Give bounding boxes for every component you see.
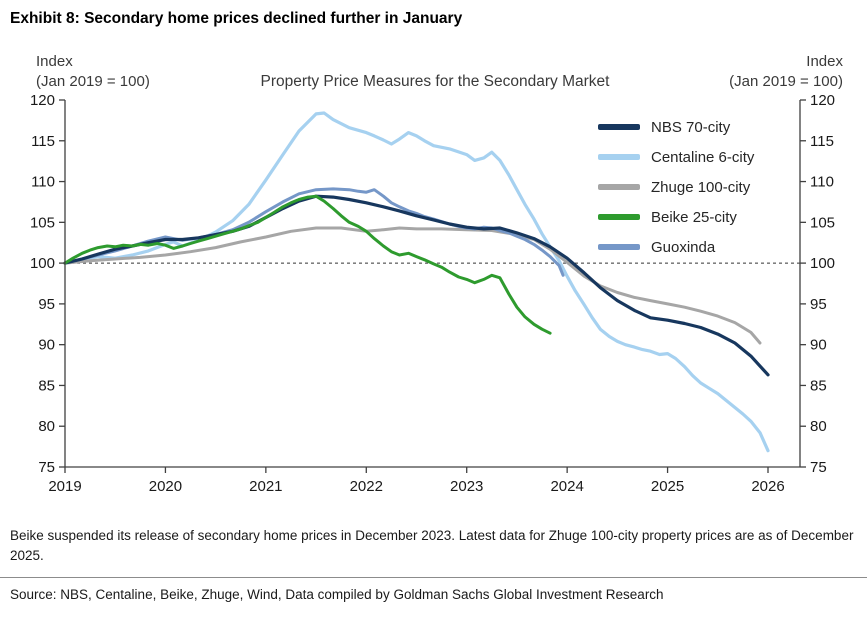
left-axis-unit-line1: Index	[36, 53, 73, 70]
left-axis-unit-line2: (Jan 2019 = 100)	[36, 73, 150, 90]
x-tick-label: 2023	[450, 478, 483, 495]
exhibit-title: Exhibit 8: Secondary home prices decline…	[10, 10, 463, 27]
legend-label-nbs: NBS 70-city	[651, 118, 731, 136]
guoxinda-line-swatch-icon	[598, 244, 640, 250]
y-tick-label-right: 85	[810, 377, 827, 394]
right-axis-unit-line1: Index	[806, 53, 843, 70]
x-tick-label: 2020	[149, 478, 182, 495]
y-tick-label-left: 110	[31, 174, 55, 191]
x-tick-label: 2021	[249, 478, 282, 495]
y-tick-label-right: 115	[810, 133, 834, 150]
right-axis-unit-line2: (Jan 2019 = 100)	[729, 73, 843, 90]
y-tick-label-right: 100	[810, 255, 835, 272]
y-tick-label-left: 90	[38, 337, 55, 354]
zhuge-line-swatch-icon	[598, 184, 640, 190]
legend-label-zhuge: Zhuge 100-city	[651, 178, 751, 196]
footnote: Beike suspended its release of secondary…	[10, 528, 854, 564]
y-tick-label-right: 90	[810, 337, 827, 354]
y-tick-label-right: 80	[810, 418, 827, 435]
y-tick-label-right: 75	[810, 459, 827, 476]
y-tick-label-right: 120	[810, 92, 835, 109]
y-tick-label-right: 105	[810, 214, 835, 231]
x-tick-label: 2024	[550, 478, 583, 495]
exhibit-page: Exhibit 8: Secondary home prices decline…	[0, 10, 867, 602]
y-tick-label-left: 120	[30, 92, 55, 109]
legend-label-guoxinda: Guoxinda	[651, 238, 716, 256]
line-chart: Index (Jan 2019 = 100) Property Price Me…	[30, 53, 844, 495]
legend-item-guoxinda: Guoxinda	[598, 232, 754, 262]
legend-label-beike: Beike 25-city	[651, 208, 737, 226]
x-tick-label: 2026	[751, 478, 784, 495]
x-tick-label: 2022	[350, 478, 383, 495]
nbs-line-swatch-icon	[598, 124, 640, 130]
y-tick-label-left: 75	[38, 459, 55, 476]
legend-item-beike-25-city: Beike 25-city	[598, 202, 754, 232]
x-tick-label: 2025	[651, 478, 684, 495]
series-line-zhuge-100-city	[63, 226, 762, 345]
y-tick-label-left: 105	[30, 214, 55, 231]
series-line-guoxinda	[63, 187, 565, 277]
source-line: Source: NBS, Centaline, Beike, Zhuge, Wi…	[0, 576, 867, 602]
legend-item-nbs-70-city: NBS 70-city	[598, 112, 754, 142]
y-tick-label-left: 85	[38, 377, 55, 394]
legend-label-centaline: Centaline 6-city	[651, 148, 755, 166]
x-tick-label: 2019	[48, 478, 81, 495]
y-tick-label-left: 80	[38, 418, 55, 435]
legend: NBS 70-city Centaline 6-city Zhuge 100-c…	[598, 112, 754, 262]
y-tick-label-left: 100	[30, 255, 55, 272]
legend-item-zhuge-100-city: Zhuge 100-city	[598, 172, 754, 202]
y-tick-label-right: 95	[810, 296, 827, 313]
chart-title: Property Price Measures for the Secondar…	[261, 73, 611, 90]
beike-line-swatch-icon	[598, 214, 640, 220]
series-line-centaline-6-city	[63, 111, 770, 453]
y-tick-label-right: 110	[810, 174, 834, 191]
legend-item-centaline-6-city: Centaline 6-city	[598, 142, 754, 172]
y-tick-label-left: 95	[38, 296, 55, 313]
series-line-beike-25-city	[63, 194, 552, 335]
centaline-line-swatch-icon	[598, 154, 640, 160]
plot-layer: 75 75 80 80 85 85 90 90 95 95 100 100 105 105 110 110 11…	[30, 92, 835, 495]
series-line-nbs-70-city	[63, 194, 770, 377]
chart-area: Index (Jan 2019 = 100) Property Price Me…	[0, 32, 867, 514]
y-tick-label-left: 115	[31, 133, 55, 150]
